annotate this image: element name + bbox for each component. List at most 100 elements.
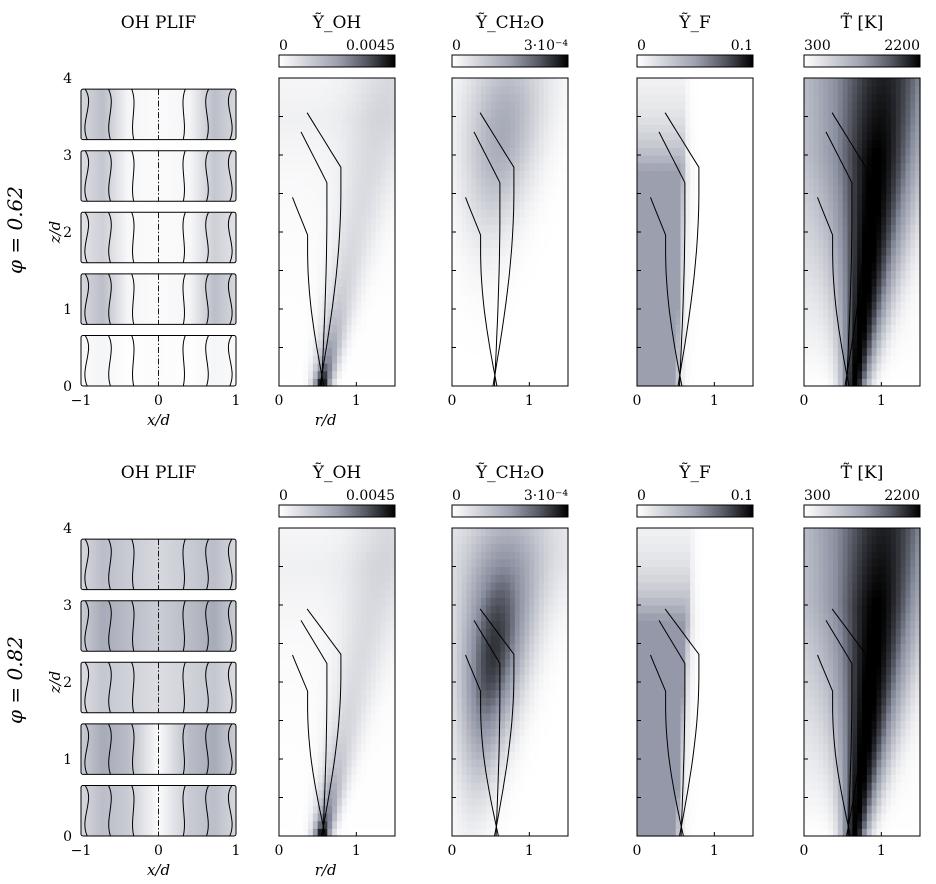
heatmap-cell	[905, 355, 911, 364]
heatmap-cell	[476, 139, 482, 148]
heatmap-cell	[529, 201, 535, 210]
heatmap-cell	[380, 589, 386, 598]
heatmap-cell	[651, 309, 657, 318]
heatmap-cell	[719, 239, 725, 248]
heatmap-cell	[866, 147, 873, 156]
heatmap-cell	[288, 124, 295, 133]
heatmap-cell	[346, 232, 353, 241]
heatmap-cell	[375, 101, 382, 110]
y-tick-label: 1	[63, 302, 72, 318]
heatmap-cell	[510, 309, 516, 318]
heatmap-cell	[351, 378, 357, 387]
heatmap-cell	[293, 216, 299, 225]
heatmap-cell	[837, 255, 844, 264]
heatmap-cell	[288, 712, 295, 722]
heatmap-cell	[900, 208, 907, 218]
heatmap-cell	[466, 193, 472, 202]
heatmap-cell	[900, 301, 907, 310]
heatmap-cell	[808, 124, 815, 133]
heatmap-cell	[699, 93, 706, 102]
heatmap-cell	[748, 170, 754, 179]
heatmap-cell	[293, 782, 299, 791]
heatmap-cell	[375, 362, 382, 372]
heatmap-cell	[346, 566, 353, 575]
heatmap-cell	[485, 170, 492, 179]
heatmap-cell	[366, 535, 372, 544]
heatmap-cell	[346, 193, 353, 202]
heatmap-cell	[332, 797, 338, 806]
heatmap-cell	[466, 131, 472, 141]
heatmap-cell	[842, 332, 849, 341]
heatmap-cell	[375, 643, 382, 652]
heatmap-cell	[876, 185, 882, 195]
heatmap-cell	[553, 378, 559, 387]
heatmap-cell	[370, 301, 377, 310]
heatmap-cell	[837, 193, 844, 202]
heatmap-cell	[317, 728, 324, 737]
heatmap-cell	[828, 162, 834, 171]
heatmap-cell	[813, 316, 820, 325]
heatmap-cell	[481, 201, 487, 210]
heatmap-cell	[370, 528, 377, 537]
heatmap-cell	[485, 101, 492, 110]
heatmap-cell	[886, 232, 892, 241]
heatmap-cell	[675, 232, 682, 241]
heatmap-cell	[370, 378, 377, 387]
heatmap-cell	[481, 101, 487, 110]
heatmap-cell	[553, 332, 559, 341]
heatmap-cell	[553, 339, 559, 349]
heatmap-cell	[303, 597, 309, 606]
heatmap-cell	[293, 551, 299, 560]
heatmap-cell	[670, 247, 677, 256]
heatmap-cell	[891, 239, 897, 248]
heatmap-cell	[695, 285, 701, 295]
heatmap-cell	[283, 262, 290, 272]
x-axis-label: x/d	[147, 861, 170, 879]
heatmap-cell	[738, 139, 744, 148]
flame-front-line	[84, 785, 90, 837]
heatmap-cell	[534, 324, 540, 333]
heatmap-cell	[828, 178, 834, 187]
heatmap-cell	[317, 643, 324, 652]
heatmap-cell	[828, 93, 834, 102]
heatmap-cell	[891, 378, 897, 387]
heatmap-cell	[837, 285, 844, 295]
heatmap-cell	[813, 93, 820, 102]
heatmap-cell	[728, 339, 735, 349]
heatmap-cell	[876, 101, 882, 110]
heatmap-cell	[900, 239, 907, 248]
heatmap-cell	[341, 270, 348, 279]
heatmap-cell	[361, 139, 367, 148]
heatmap-cell	[743, 224, 749, 233]
heatmap-cell	[298, 278, 304, 287]
heatmap-cell	[375, 339, 382, 349]
heatmap-cell	[510, 332, 516, 341]
heatmap-cell	[656, 93, 662, 102]
heatmap-cell	[298, 185, 304, 195]
heatmap-cell	[828, 324, 834, 333]
heatmap-cell	[466, 332, 472, 341]
heatmap-cell	[728, 278, 735, 287]
heatmap-cell	[370, 612, 377, 621]
heatmap-cell	[804, 270, 810, 279]
heatmap-cell	[452, 224, 458, 233]
heatmap-cell	[279, 278, 285, 287]
heatmap-cell	[910, 355, 916, 364]
heatmap-cell	[866, 301, 873, 310]
heatmap-cell	[317, 293, 324, 302]
heatmap-cell	[690, 201, 696, 210]
heatmap-cell	[366, 193, 372, 202]
heatmap-cell	[293, 674, 299, 683]
heatmap-cell	[279, 597, 285, 606]
heatmap-cell	[724, 239, 730, 248]
heatmap-cell	[704, 355, 711, 364]
heatmap-cell	[685, 293, 691, 302]
heatmap-cell	[857, 193, 863, 202]
heatmap-cell	[724, 224, 730, 233]
heatmap-cell	[361, 347, 367, 356]
heatmap-cell	[871, 224, 878, 233]
heatmap-cell	[293, 370, 299, 379]
heatmap-cell	[366, 278, 372, 287]
heatmap-cell	[466, 362, 472, 372]
heatmap-cell	[637, 293, 643, 302]
